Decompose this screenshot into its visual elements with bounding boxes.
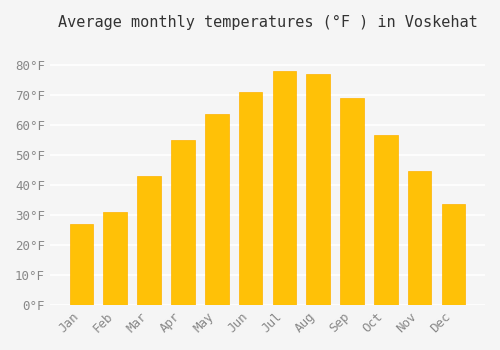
Bar bbox=[138, 176, 161, 305]
Bar bbox=[104, 212, 127, 305]
Bar bbox=[340, 98, 364, 305]
Bar bbox=[171, 140, 194, 305]
Bar bbox=[442, 204, 465, 305]
Bar bbox=[374, 135, 398, 305]
Title: Average monthly temperatures (°F ) in Voskehat: Average monthly temperatures (°F ) in Vo… bbox=[58, 15, 478, 30]
Bar bbox=[306, 74, 330, 305]
Bar bbox=[272, 71, 296, 305]
Bar bbox=[408, 172, 432, 305]
Bar bbox=[238, 92, 262, 305]
Bar bbox=[70, 224, 94, 305]
Bar bbox=[205, 114, 229, 305]
